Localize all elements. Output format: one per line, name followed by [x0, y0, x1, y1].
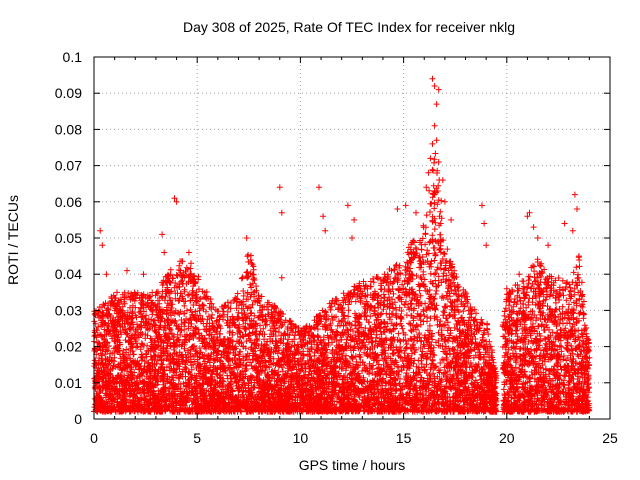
x-axis-label: GPS time / hours	[299, 457, 406, 473]
y-tick-label: 0.06	[55, 194, 82, 210]
data-points	[91, 75, 593, 415]
grid-lines	[94, 57, 610, 419]
y-tick-label: 0.01	[55, 375, 82, 391]
y-tick-label: 0.05	[55, 230, 82, 246]
y-tick-label: 0.09	[55, 85, 82, 101]
x-tick-label: 0	[90, 430, 98, 446]
x-tick-label: 5	[193, 430, 201, 446]
y-tick-label: 0.08	[55, 121, 82, 137]
y-tick-label: 0.07	[55, 158, 82, 174]
x-tick-label: 20	[499, 430, 515, 446]
y-tick-label: 0.1	[63, 49, 83, 65]
y-tick-label: 0	[74, 411, 82, 427]
y-tick-label: 0.02	[55, 339, 82, 355]
x-tick-labels: 0 5 10 15 20 25	[90, 430, 618, 446]
y-tick-label: 0.04	[55, 266, 82, 282]
y-tick-labels: 0 0.01 0.02 0.03 0.04 0.05 0.06 0.07 0.08 0.09 0.1	[55, 49, 82, 427]
y-tick-label: 0.03	[55, 302, 82, 318]
x-tick-label: 25	[602, 430, 618, 446]
chart-title: Day 308 of 2025, Rate Of TEC Index for r…	[183, 19, 515, 35]
x-tick-label: 10	[293, 430, 309, 446]
axis-ticks	[93, 56, 611, 420]
x-tick-label: 15	[396, 430, 412, 446]
y-axis-label: ROTI / TECUs	[5, 195, 21, 285]
scatter-markers	[91, 75, 593, 415]
